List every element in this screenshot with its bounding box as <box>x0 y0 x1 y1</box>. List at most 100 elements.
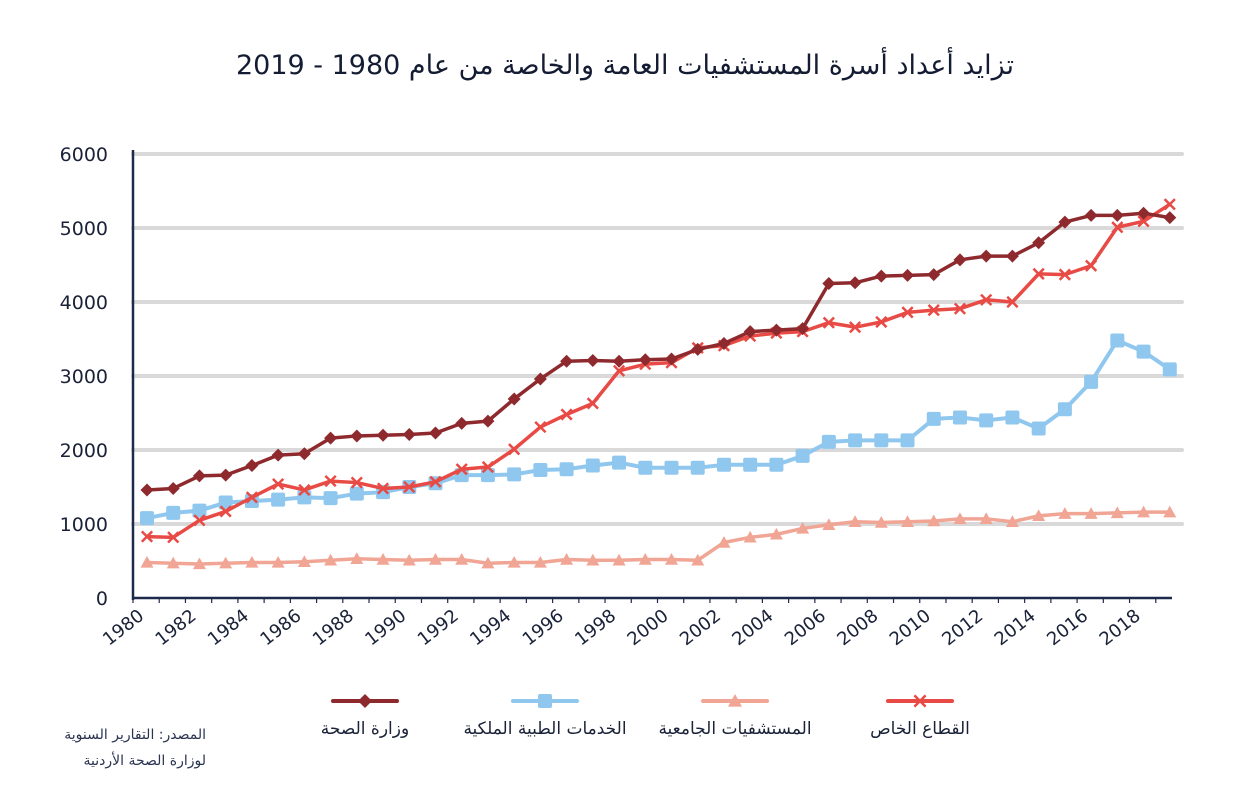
data-point <box>874 269 888 283</box>
data-point <box>140 511 154 526</box>
data-point-stroke <box>455 463 468 476</box>
data-point <box>875 315 888 329</box>
data-point <box>559 462 574 477</box>
data-point <box>1110 333 1125 348</box>
data-point <box>848 515 862 527</box>
series-line <box>145 338 1172 521</box>
x-tick-label: 2014 <box>991 605 1040 650</box>
x-tick-label: 1994 <box>466 605 515 650</box>
data-point <box>665 352 678 366</box>
data-point <box>166 481 180 495</box>
data-point <box>913 694 927 708</box>
data-point <box>1084 208 1098 222</box>
legend-label: الخدمات الطبية الملكية <box>463 719 627 739</box>
data-point <box>848 433 863 448</box>
data-point-stroke <box>193 514 206 527</box>
data-point <box>140 483 154 497</box>
data-point <box>900 433 915 448</box>
x-tick-label: 2004 <box>728 605 777 650</box>
data-point <box>717 536 731 548</box>
data-point <box>717 336 731 350</box>
data-point <box>193 514 206 527</box>
x-tick-label: 2018 <box>1096 605 1145 650</box>
x-tick-label: 1982 <box>151 605 200 650</box>
data-point <box>1031 421 1046 436</box>
data-point <box>665 553 678 565</box>
data-point <box>534 420 547 434</box>
data-point <box>612 364 626 377</box>
data-point <box>874 516 888 528</box>
data-point <box>743 457 758 472</box>
data-point <box>612 553 626 566</box>
series-line <box>145 211 1172 492</box>
legend-label: المستشفيات الجامعية <box>658 719 812 739</box>
y-tick-label: 5000 <box>60 218 108 240</box>
data-point <box>1111 221 1124 234</box>
data-point-stroke <box>167 531 180 544</box>
data-point-stroke <box>913 694 927 708</box>
data-point <box>533 372 547 386</box>
x-tick-label: 2002 <box>676 605 725 650</box>
y-tick-label: 6000 <box>60 144 108 166</box>
data-point <box>1032 236 1046 250</box>
data-point <box>769 323 783 337</box>
data-point <box>953 253 967 267</box>
legend-label: القطاع الخاص <box>870 719 970 739</box>
x-tick-label: 1980 <box>99 605 148 650</box>
data-point <box>245 491 258 504</box>
data-point <box>927 514 941 527</box>
axes <box>131 150 1172 603</box>
data-point <box>324 431 338 445</box>
data-point <box>926 411 941 426</box>
series-line <box>145 510 1172 566</box>
data-point <box>358 694 372 708</box>
data-point <box>1084 507 1098 519</box>
x-tick-label: 1984 <box>204 605 253 650</box>
data-point-stroke <box>298 483 311 497</box>
data-point <box>538 694 552 708</box>
data-point <box>901 268 915 282</box>
data-point <box>612 354 626 368</box>
data-point <box>428 553 442 565</box>
data-point <box>297 555 311 567</box>
data-point <box>402 553 416 566</box>
data-point-stroke <box>560 408 573 421</box>
data-point <box>927 268 941 282</box>
x-tick-label: 1996 <box>519 605 568 650</box>
data-point <box>1058 268 1071 281</box>
data-point <box>376 553 390 565</box>
x-tick-label: 1988 <box>309 605 358 650</box>
source-note: المصدر: التقارير السنوية لوزارة الصحة ال… <box>36 722 206 774</box>
data-point <box>1137 215 1150 228</box>
data-point <box>638 460 653 475</box>
x-tick-label: 1986 <box>256 605 305 650</box>
data-point <box>507 392 521 406</box>
data-point <box>323 491 338 506</box>
data-point <box>192 503 207 518</box>
data-point-stroke <box>1111 221 1124 234</box>
data-point <box>690 460 705 475</box>
data-point <box>350 476 363 489</box>
data-point <box>1163 505 1177 518</box>
y-tick-label: 1000 <box>60 514 108 536</box>
data-point-stroke <box>927 304 940 317</box>
x-tick-label: 1990 <box>361 605 410 650</box>
data-point <box>980 293 993 306</box>
data-point <box>272 477 285 491</box>
data-point-stroke <box>848 321 862 334</box>
data-point <box>848 321 862 334</box>
data-point <box>728 694 742 707</box>
x-tick-label: 2016 <box>1043 605 1092 650</box>
data-point <box>796 521 810 534</box>
data-point <box>428 426 442 440</box>
data-point <box>481 556 495 569</box>
data-point <box>219 468 233 482</box>
data-point <box>560 553 574 565</box>
data-point <box>979 413 994 428</box>
y-tick-label: 2000 <box>60 440 108 462</box>
series-line <box>145 202 1172 540</box>
data-point <box>1058 507 1072 519</box>
chart-title: تزايد أعداد أسرة المستشفيات العامة والخا… <box>235 50 1015 81</box>
data-point <box>455 463 468 476</box>
